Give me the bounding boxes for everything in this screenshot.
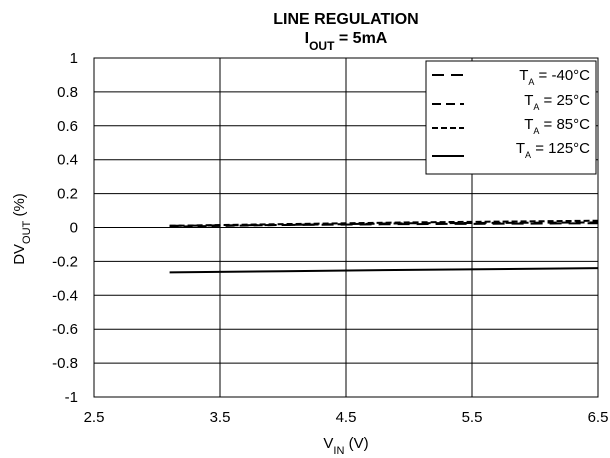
y-tick-label: -0.6 bbox=[52, 321, 78, 338]
x-tick-label: 6.5 bbox=[588, 409, 609, 426]
series-line-3 bbox=[169, 219, 599, 227]
x-tick-label: 2.5 bbox=[84, 409, 105, 426]
x-tick-label: 3.5 bbox=[210, 409, 231, 426]
series-layer bbox=[169, 219, 599, 274]
legend-label-2: TA = 25°C bbox=[524, 92, 590, 112]
plot-frame bbox=[93, 57, 599, 398]
chart-title-line1: LINE REGULATION bbox=[273, 11, 418, 28]
y-tick-label: 0.8 bbox=[57, 84, 78, 101]
x-tick-labels: 2.5 3.5 4.5 5.5 6.5 bbox=[84, 409, 609, 426]
x-tick-label: 4.5 bbox=[336, 409, 357, 426]
legend-label-1: TA = -40°C bbox=[519, 67, 590, 87]
y-tick-label: 1 bbox=[70, 50, 78, 67]
y-tick-label: -0.8 bbox=[52, 355, 78, 372]
legend-label-4: TA = 125°C bbox=[516, 140, 590, 160]
y-tick-labels: 1 0.8 0.6 0.4 0.2 0 -0.2 -0.4 -0.6 -0.8 -1 bbox=[52, 50, 78, 406]
y-axis-label: DVOUT (%) bbox=[11, 193, 33, 265]
x-axis-label: VIN (V) bbox=[323, 435, 368, 457]
y-tick-label: -1 bbox=[65, 389, 78, 406]
y-tick-label: -0.2 bbox=[52, 253, 78, 270]
chart-title-line2: IOUT = 5mA bbox=[305, 30, 388, 53]
y-tick-label: 0.6 bbox=[57, 118, 78, 135]
y-tick-label: 0 bbox=[70, 220, 78, 237]
series-line-4 bbox=[169, 267, 599, 274]
x-tick-label: 5.5 bbox=[462, 409, 483, 426]
y-tick-label: -0.4 bbox=[52, 287, 78, 304]
y-tick-label: 0.2 bbox=[57, 186, 78, 203]
legend: TA = -40°C TA = 25°C TA = 85°C TA = 125°C bbox=[425, 60, 597, 175]
legend-label-3: TA = 85°C bbox=[524, 116, 590, 136]
y-tick-label: 0.4 bbox=[57, 152, 78, 169]
